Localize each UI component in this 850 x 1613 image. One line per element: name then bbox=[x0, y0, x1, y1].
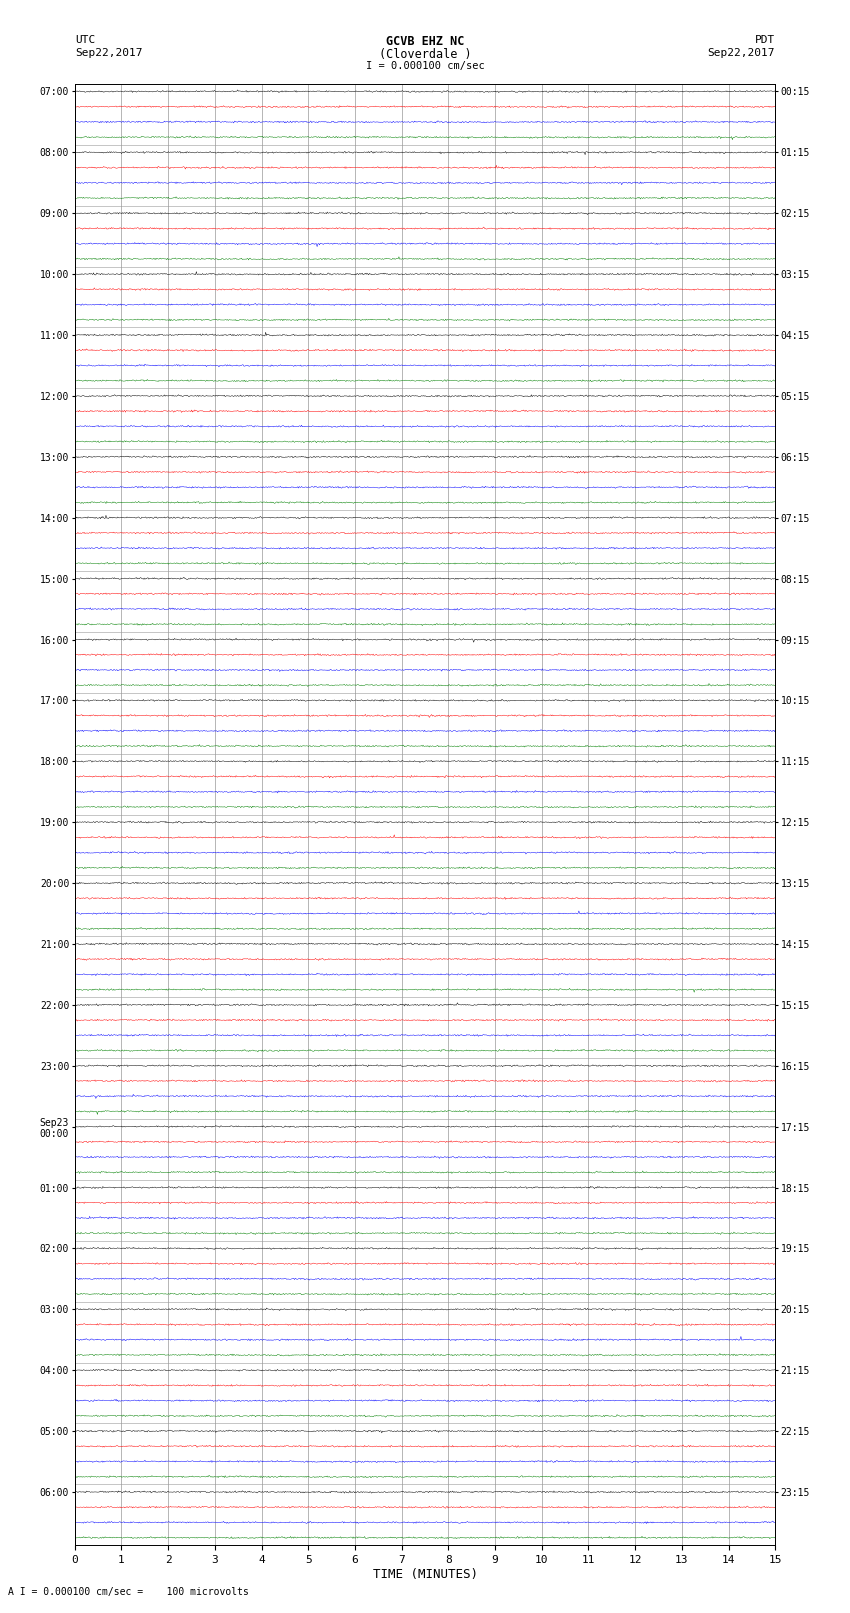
X-axis label: TIME (MINUTES): TIME (MINUTES) bbox=[372, 1568, 478, 1581]
Text: PDT: PDT bbox=[755, 35, 775, 45]
Text: Sep22,2017: Sep22,2017 bbox=[708, 48, 775, 58]
Text: I = 0.000100 cm/sec: I = 0.000100 cm/sec bbox=[366, 61, 484, 71]
Text: Sep22,2017: Sep22,2017 bbox=[75, 48, 142, 58]
Text: GCVB EHZ NC: GCVB EHZ NC bbox=[386, 35, 464, 48]
Text: UTC: UTC bbox=[75, 35, 95, 45]
Text: A I = 0.000100 cm/sec =    100 microvolts: A I = 0.000100 cm/sec = 100 microvolts bbox=[8, 1587, 249, 1597]
Text: (Cloverdale ): (Cloverdale ) bbox=[379, 48, 471, 61]
